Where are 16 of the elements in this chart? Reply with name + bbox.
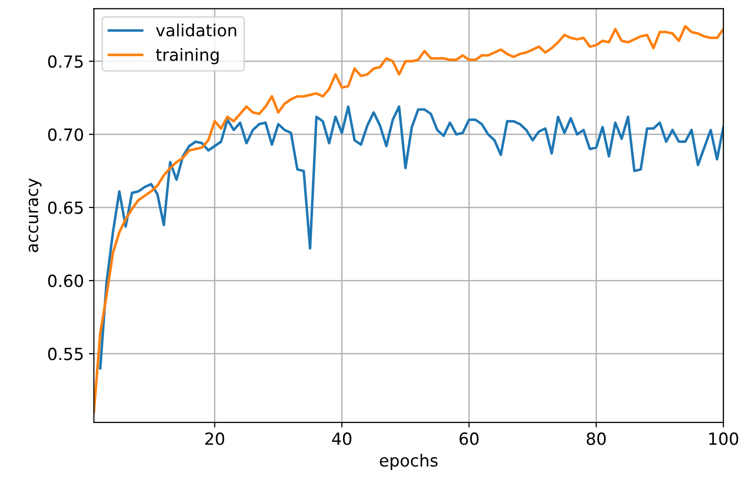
y-tick-label: 0.75 [48, 55, 83, 68]
y-axis-title: accuracy [28, 178, 42, 252]
y-tick-label: 0.55 [48, 348, 83, 360]
x-axis-title: epochs [380, 454, 438, 470]
y-tick-label: 0.70 [48, 128, 84, 141]
legend-label: validation [156, 24, 236, 37]
line-series [98, 105, 724, 370]
legend-label: training [156, 48, 219, 64]
line-series [94, 24, 724, 414]
x-tick-label: 80 [586, 432, 606, 446]
x-tick-label: 100 [709, 432, 738, 446]
y-tick-label: 0.60 [48, 274, 84, 288]
x-tick-label: 40 [332, 432, 352, 446]
x-tick-label: 60 [460, 432, 479, 446]
x-tick-label: 20 [205, 432, 224, 446]
y-tick-label: 0.65 [48, 201, 83, 214]
